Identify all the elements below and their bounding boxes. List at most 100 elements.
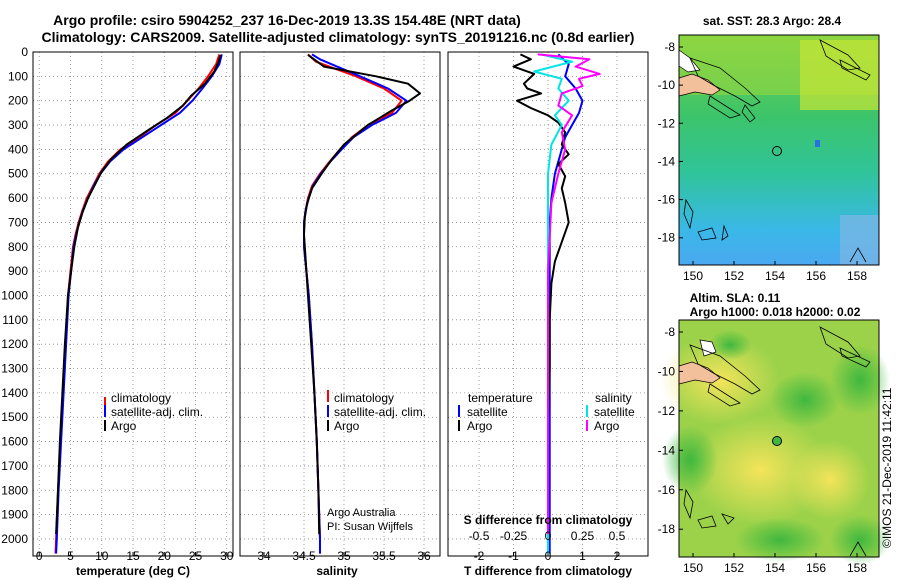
x-tick-label: 2 — [614, 549, 621, 563]
sal-legend-argo: Argo — [334, 419, 360, 433]
depth-tick-label: 1100 — [2, 313, 28, 327]
x-tick-label: 5 — [67, 549, 74, 563]
map-lat-tick: -16 — [658, 193, 676, 207]
sal-legend-climatology: climatology — [334, 391, 394, 405]
sla-map-title2: Argo h1000: 0.018 h2000: 0.02 — [690, 305, 861, 319]
depth-tick-label: 900 — [8, 264, 28, 278]
map-lon-tick: 150 — [683, 269, 703, 283]
temperature-xlabel: temperature (deg C) — [76, 564, 190, 578]
depth-tick-label: 2000 — [1, 532, 28, 546]
diff-legend-t-satellite: satellite — [467, 405, 508, 419]
depth-tick-label: 200 — [8, 94, 28, 108]
sat-sst-map: sat. SST: 28.3 Argo: 28.4 150 152 154 156 15… — [658, 14, 880, 283]
figure-title-line1: Argo profile: csiro 5904252_237 16-Dec-2… — [53, 12, 521, 28]
depth-tick-label: 1900 — [1, 508, 28, 522]
depth-tick-label: 1000 — [1, 288, 28, 302]
depth-tick-label: 1500 — [1, 410, 28, 424]
imos-credit: ©IMOS 21-Dec-2019 11:42:11 — [880, 387, 894, 548]
map-lat-tick: -8 — [664, 325, 675, 339]
t-difference-xlabel: T difference from climatology — [464, 564, 632, 578]
temp-legend-satellite: satellite-adj. clim. — [111, 405, 203, 419]
s-difference-label: S difference from climatology — [464, 513, 633, 527]
diff-legend-s-satellite: satellite — [594, 405, 635, 419]
sla-map-title: Altim. SLA: 0.11 — [690, 291, 781, 305]
figure-title-line2: Climatology: CARS2009. Satellite-adjuste… — [42, 29, 635, 45]
depth-tick-label: 1700 — [1, 459, 28, 473]
s-diff-tick-label: 0.5 — [609, 529, 626, 543]
x-tick-label: 34.5 — [292, 549, 316, 563]
altim-sla-map: Altim. SLA: 0.11 Argo h1000: 0.018 h2000… — [658, 291, 890, 575]
temp-legend-argo: Argo — [111, 419, 137, 433]
difference-panel: -2 -1 0 1 2 -0.5 -0.25 0 0.25 0.5 S difference f… — [447, 51, 649, 578]
x-tick-label: 34 — [257, 549, 271, 563]
map-lon-tick: 154 — [765, 561, 785, 575]
argo-australia-credit: Argo Australia — [327, 507, 396, 519]
map-lon-tick: 156 — [806, 269, 826, 283]
salinity-xlabel: salinity — [316, 564, 358, 578]
x-tick-label: 10 — [95, 549, 109, 563]
map-lon-tick: 150 — [683, 561, 703, 575]
map-lat-tick: -14 — [658, 154, 676, 168]
map-lon-tick: 154 — [765, 269, 785, 283]
x-tick-label: 1 — [579, 549, 586, 563]
map-lon-tick: 156 — [806, 561, 826, 575]
depth-tick-label: 100 — [8, 69, 28, 83]
map-lat-tick: -10 — [658, 78, 676, 92]
diff-legend-salinity-title: salinity — [595, 391, 632, 405]
depth-axis: 0 100 200 300 400 500 600 700 800 900 1000 1100 1200… — [1, 45, 28, 546]
sal-legend-satellite: satellite-adj. clim. — [334, 405, 426, 419]
map-lat-tick: -16 — [658, 483, 676, 497]
salinity-panel: 34 34.5 35 35.5 36 salinity climatology sate… — [239, 51, 441, 578]
temp-legend-climatology: climatology — [111, 391, 171, 405]
diff-legend-s-argo: Argo — [594, 419, 620, 433]
series-line-s-argo — [537, 53, 601, 535]
x-tick-label: 15 — [126, 549, 140, 563]
temperature-legend: climatology satellite-adj. clim. Argo — [104, 391, 203, 433]
salinity-legend: climatology satellite-adj. clim. Argo — [327, 390, 426, 433]
map-lat-tick: -10 — [658, 364, 676, 378]
depth-tick-label: 1600 — [1, 435, 28, 449]
map-lat-tick: -12 — [658, 404, 676, 418]
x-tick-label: 20 — [158, 549, 172, 563]
map-lat-tick: -18 — [658, 522, 676, 536]
depth-tick-label: 500 — [8, 167, 28, 181]
s-diff-tick-label: 0 — [545, 529, 552, 543]
pi-credit: PI: Susan Wijffels — [327, 521, 413, 533]
series-line-argo — [303, 54, 421, 535]
map-lat-tick: -14 — [658, 443, 676, 457]
diff-legend-t-argo: Argo — [467, 419, 493, 433]
depth-tick-label: 1400 — [1, 386, 28, 400]
x-tick-label: 35.5 — [372, 549, 396, 563]
x-tick-label: 30 — [220, 549, 234, 563]
x-tick-label: -2 — [474, 549, 485, 563]
map-lon-tick: 152 — [724, 561, 744, 575]
x-tick-label: 36 — [417, 549, 431, 563]
depth-tick-label: 1800 — [1, 483, 28, 497]
x-tick-label: 25 — [189, 549, 203, 563]
x-tick-label: 0 — [36, 549, 43, 563]
difference-legend: temperature satellite Argo salinity sate… — [458, 391, 635, 433]
x-tick-label: -1 — [508, 549, 519, 563]
map-lat-tick: -12 — [658, 116, 676, 130]
map-lat-tick: -8 — [664, 40, 675, 54]
map-lon-tick: 158 — [847, 269, 867, 283]
temperature-panel: 0 5 10 15 20 25 30 temperature (deg C) climato… — [32, 51, 234, 578]
depth-tick-label: 0 — [21, 45, 28, 59]
sst-map-title: sat. SST: 28.3 Argo: 28.4 — [703, 14, 842, 28]
depth-tick-label: 400 — [8, 142, 28, 156]
depth-tick-label: 1300 — [1, 362, 28, 376]
depth-tick-label: 300 — [8, 118, 28, 132]
s-diff-tick-label: 0.25 — [571, 529, 595, 543]
depth-tick-label: 1200 — [1, 337, 28, 351]
map-lon-tick: 158 — [847, 561, 867, 575]
depth-tick-label: 700 — [8, 215, 28, 229]
x-tick-label: 35 — [337, 549, 351, 563]
x-tick-label: 0 — [545, 549, 552, 563]
depth-tick-label: 600 — [8, 191, 28, 205]
map-lon-tick: 152 — [724, 269, 744, 283]
depth-tick-label: 800 — [8, 240, 28, 254]
series-line-argo — [55, 54, 222, 535]
s-diff-tick-label: -0.5 — [469, 529, 490, 543]
diff-legend-temperature-title: temperature — [468, 391, 533, 405]
